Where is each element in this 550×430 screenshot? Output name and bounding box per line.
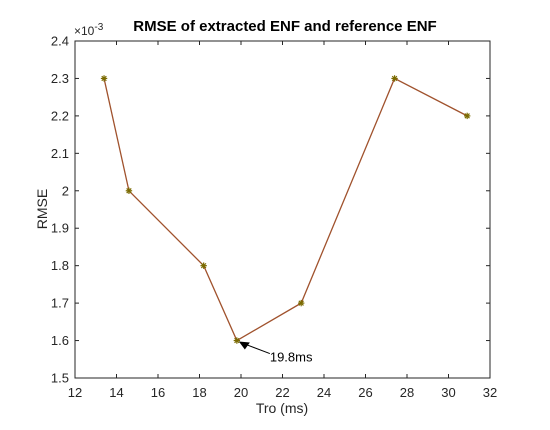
x-axis-label: Tro (ms) <box>256 400 308 416</box>
x-tick-label: 18 <box>192 385 206 400</box>
x-tick-label: 32 <box>483 385 497 400</box>
y-tick-label: 2.4 <box>51 34 69 49</box>
x-tick-label: 24 <box>317 385 331 400</box>
y-tick-label: 1.7 <box>51 296 69 311</box>
data-point-marker <box>200 262 207 269</box>
data-point-marker <box>100 75 108 82</box>
x-tick-label: 22 <box>275 385 289 400</box>
data-point-marker <box>391 75 398 82</box>
annotation-layer: 19.8ms <box>238 341 313 365</box>
x-tick-label: 20 <box>234 385 248 400</box>
x-tick-label: 14 <box>109 385 123 400</box>
y-axis-exponent: ×10-3 <box>74 22 104 38</box>
y-tick-label: 2.3 <box>51 71 69 86</box>
y-tick-label: 2 <box>62 183 69 198</box>
data-point-marker <box>297 299 305 307</box>
data-point-marker <box>125 187 133 194</box>
y-tick-label: 1.5 <box>51 371 69 386</box>
y-tick-label: 1.9 <box>51 221 69 236</box>
x-tick-label: 26 <box>358 385 372 400</box>
y-tick-label: 2.1 <box>51 146 69 161</box>
data-point-marker <box>233 337 241 344</box>
x-tick-label: 12 <box>68 385 82 400</box>
y-exponent-power: -3 <box>94 22 103 33</box>
y-tick-label: 1.8 <box>51 258 69 273</box>
annotation-label: 19.8ms <box>270 350 313 365</box>
annotation-arrow-head <box>238 341 250 350</box>
y-axis-label: RMSE <box>34 189 50 229</box>
x-tick-label: 28 <box>400 385 414 400</box>
data-point-marker <box>463 112 471 120</box>
plot-area <box>74 40 491 379</box>
x-tick-label: 16 <box>151 385 165 400</box>
y-axis-ticks: 1.5 1.6 1.7 1.8 1.9 2 2.1 2.2 2.3 2.4 <box>51 34 490 386</box>
svg-text:×10-3: ×10-3 <box>74 22 104 38</box>
y-exponent-base: ×10 <box>74 24 95 38</box>
x-axis-ticks: 12 14 16 18 20 22 24 26 28 30 32 <box>68 41 497 400</box>
x-tick-label: 30 <box>441 385 455 400</box>
series-layer <box>100 75 471 344</box>
y-tick-label: 1.6 <box>51 333 69 348</box>
chart-title: RMSE of extracted ENF and reference ENF <box>133 18 436 35</box>
y-tick-label: 2.2 <box>51 108 69 123</box>
